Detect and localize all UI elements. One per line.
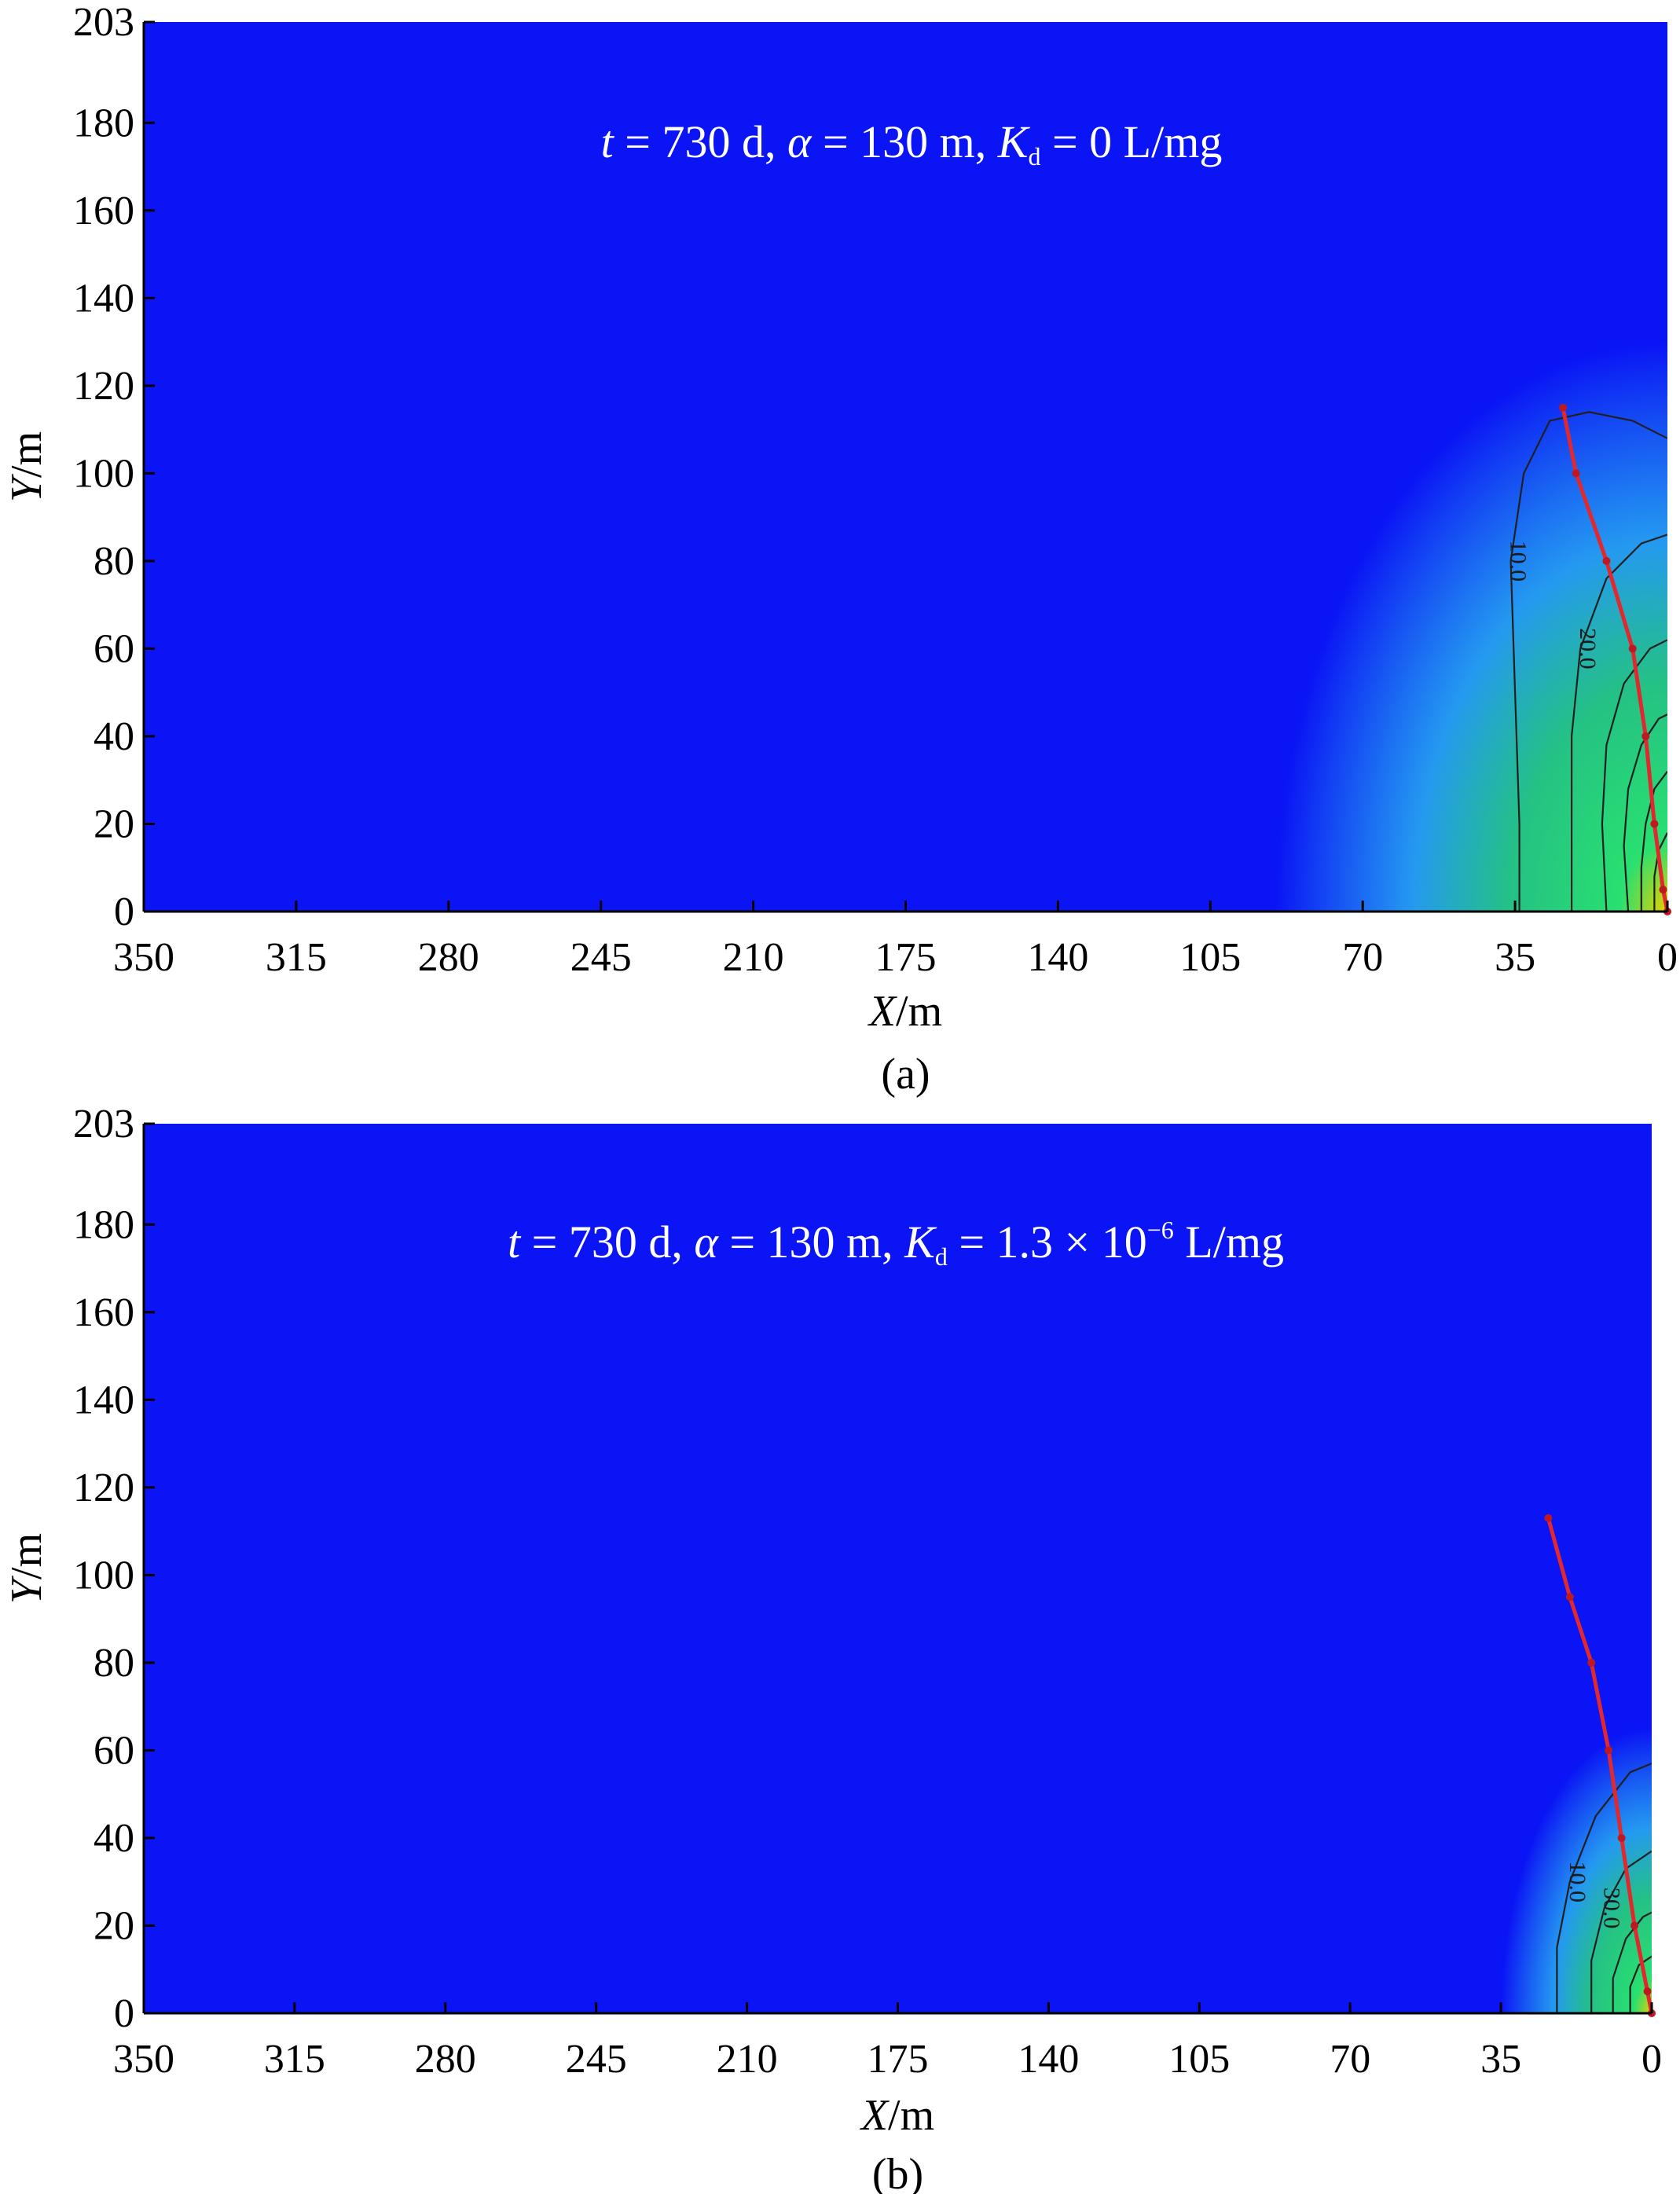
contour-lines: 10.0 20.0 [1506, 411, 1667, 912]
path-point [1617, 1833, 1626, 1842]
path-point [1628, 644, 1637, 653]
contour-line [1509, 411, 1667, 912]
x-tick-label: 280 [415, 2037, 476, 2082]
y-tick-label: 160 [73, 1290, 134, 1335]
concentration-plume [144, 1124, 1652, 2013]
annotation: t = 730 d, α = 130 m, Kd = 1.3 × 10−6 L/… [508, 1216, 1284, 1271]
contour-label: 30.0 [1599, 1888, 1625, 1929]
contour-label: 20.0 [1575, 628, 1601, 670]
path-point [1643, 1987, 1652, 1996]
x-tick-label: 35 [1495, 935, 1535, 980]
plume-gradient [144, 1124, 1652, 2013]
x-tick-label: 315 [266, 935, 327, 980]
x-tick-label: 35 [1480, 2037, 1521, 2082]
x-axis-ticks: 350 315 280 245 210 175 140 105 70 35 0 [113, 901, 1678, 980]
x-tick-label: 0 [1641, 2037, 1662, 2082]
path-point [1572, 469, 1580, 478]
x-tick-label: 175 [868, 2037, 929, 2082]
y-tick-label: 203 [73, 0, 134, 45]
x-tick-label: 245 [570, 935, 632, 980]
path-point [1605, 1746, 1613, 1755]
path-point [1587, 1658, 1596, 1667]
y-axis-label: Y/m [2, 431, 51, 502]
panel-a: 10.020.0 350 315 280 245 210 175 140 105 70 35 0 0… [2, 0, 1678, 1099]
x-tick-label: 210 [717, 2037, 778, 2082]
y-axis-ticks: 0 20 40 60 80 100 120 140 160 180 203 [73, 0, 155, 934]
x-tick-label: 315 [264, 2037, 325, 2082]
y-tick-label: 0 [114, 890, 134, 934]
x-tick-label: 70 [1342, 935, 1383, 980]
contour-label: 10.0 [1506, 541, 1531, 582]
x-tick-label: 140 [1018, 2037, 1079, 2082]
path-point [1650, 820, 1659, 828]
x-tick-label: 350 [113, 2037, 174, 2082]
x-axis-label: X/m [860, 2091, 934, 2140]
y-tick-label: 80 [94, 539, 134, 584]
contour-line [1601, 639, 1667, 912]
y-tick-label: 120 [73, 364, 134, 409]
flow-path [1559, 403, 1671, 915]
x-tick-label: 245 [566, 2037, 627, 2082]
annotation: t = 730 d, α = 130 m, Kd = 0 L/mg [601, 116, 1223, 171]
y-tick-label: 80 [94, 1641, 134, 1686]
y-tick-label: 180 [73, 101, 134, 145]
contour-line [1629, 1955, 1652, 2013]
contour-label: 10.0 [1564, 1861, 1590, 1902]
x-axis-label: X/m [868, 987, 942, 1036]
concentration-plume [144, 22, 1667, 912]
y-axis-label: Y/m [2, 1533, 51, 1604]
x-tick-label: 0 [1657, 935, 1678, 980]
panel-caption: (b) [872, 2150, 923, 2194]
contour-line [1556, 1763, 1652, 2013]
panel-caption: (a) [881, 1050, 930, 1099]
y-tick-label: 100 [73, 451, 134, 496]
y-tick-label: 180 [73, 1202, 134, 1247]
contour-line [1653, 832, 1667, 912]
y-tick-label: 100 [73, 1553, 134, 1598]
contour-line [1640, 770, 1667, 912]
y-tick-label: 40 [94, 714, 134, 759]
x-tick-label: 105 [1179, 935, 1241, 980]
x-tick-label: 210 [723, 935, 784, 980]
y-axis-ticks: 0 20 40 60 80 100 120 140 160 180 203 [73, 1102, 155, 2036]
x-tick-label: 140 [1027, 935, 1088, 980]
path-point [1630, 1921, 1639, 1930]
path-point [1641, 732, 1650, 740]
path-point [1602, 556, 1611, 565]
y-tick-label: 20 [94, 1903, 134, 1948]
contour-lines: 10.0 30.0 [1556, 1763, 1652, 2013]
y-tick-label: 140 [73, 276, 134, 321]
x-tick-label: 175 [875, 935, 937, 980]
path-point [1559, 403, 1568, 412]
x-tick-label: 350 [113, 935, 174, 980]
panel-b: 10.030.0 350 315 280 245 210 175 140 105 70 35 0 0… [2, 1102, 1662, 2194]
contour-line [1612, 1911, 1652, 2013]
y-tick-label: 140 [73, 1378, 134, 1422]
flow-path [1544, 1513, 1656, 2017]
contour-line [1571, 534, 1667, 912]
y-tick-label: 60 [94, 1728, 134, 1773]
y-tick-label: 203 [73, 1102, 134, 1147]
path-line [1546, 1517, 1654, 2014]
y-tick-label: 60 [94, 626, 134, 671]
y-tick-label: 0 [114, 1991, 134, 2036]
path-line [1561, 407, 1670, 912]
y-tick-label: 20 [94, 802, 134, 846]
x-tick-label: 280 [418, 935, 479, 980]
y-tick-label: 120 [73, 1466, 134, 1510]
path-point [1659, 886, 1667, 894]
plume-gradient [144, 22, 1667, 912]
path-point [1565, 1593, 1574, 1601]
y-tick-label: 160 [73, 189, 134, 233]
contour-line [1590, 1850, 1652, 2013]
x-tick-label: 105 [1168, 2037, 1230, 2082]
contour-line [1623, 714, 1667, 912]
x-axis-ticks: 350 315 280 245 210 175 140 105 70 35 0 [113, 2002, 1662, 2082]
x-tick-label: 70 [1330, 2037, 1370, 2082]
path-point [1544, 1513, 1553, 1522]
y-tick-label: 40 [94, 1816, 134, 1861]
